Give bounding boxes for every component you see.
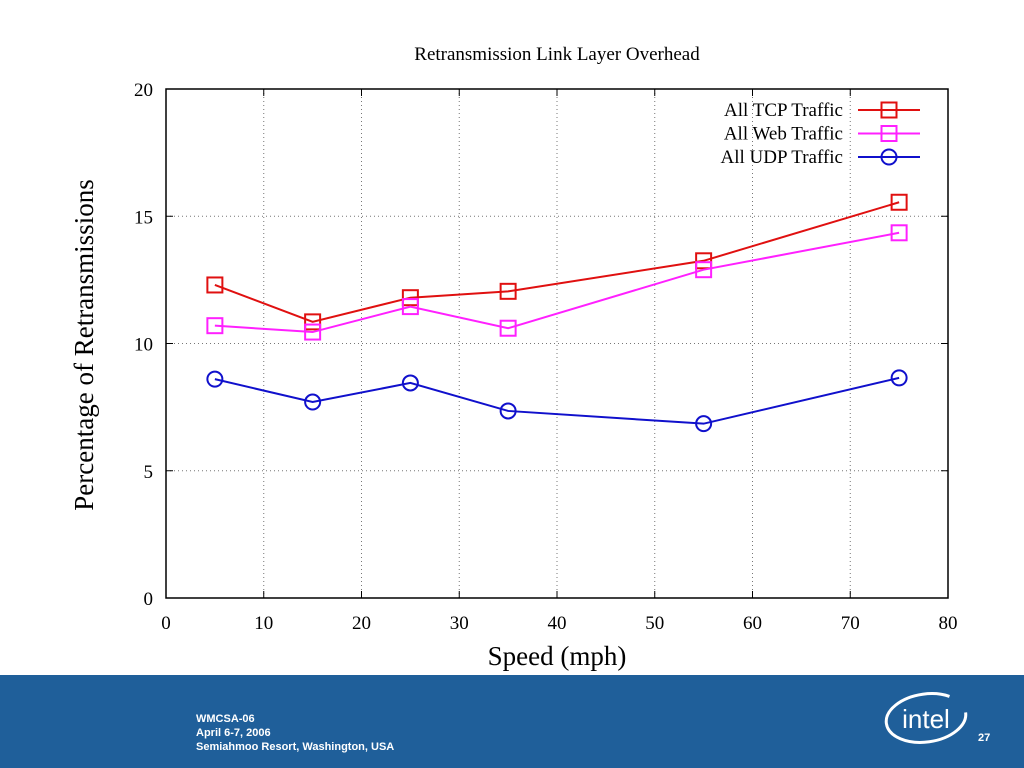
series-all-tcp-traffic [206, 193, 908, 331]
data-point [401, 374, 419, 392]
data-point [499, 282, 517, 300]
data-point [890, 369, 908, 387]
footer-bar [0, 675, 1024, 768]
x-tick-label: 80 [939, 613, 958, 634]
intel-logo: intel [884, 692, 968, 744]
data-point [304, 393, 322, 411]
data-point [401, 289, 419, 307]
page-number: 27 [978, 732, 991, 744]
x-tick-labels: 0 10 20 30 40 50 60 70 80 [161, 613, 957, 634]
data-point [499, 402, 517, 420]
data-point [695, 261, 713, 279]
data-point [695, 415, 713, 433]
axes [165, 88, 949, 599]
data-point [890, 224, 908, 242]
y-tick-label: 15 [134, 207, 153, 228]
data-point [890, 193, 908, 211]
x-axis-label: Speed (mph) [488, 641, 627, 671]
x-tick-label: 10 [254, 613, 273, 634]
x-tick-label: 0 [161, 613, 171, 634]
y-tick-labels: 0 5 10 15 20 [134, 80, 153, 610]
data-point [304, 313, 322, 331]
y-tick-label: 10 [134, 335, 153, 356]
chart-title: Retransmission Link Layer Overhead [414, 44, 700, 65]
data-point [499, 319, 517, 337]
series-line [214, 231, 900, 334]
data-point [695, 252, 713, 270]
data-point [880, 101, 898, 119]
footer-date: April 6-7, 2006 [196, 727, 271, 739]
series-group [206, 193, 908, 433]
legend-label: All Web Traffic [724, 124, 843, 145]
series-line [214, 201, 900, 323]
series-all-web-traffic [206, 224, 908, 341]
x-tick-label: 50 [645, 613, 664, 634]
plot-frame [165, 88, 949, 599]
grid [166, 89, 948, 598]
data-point [206, 317, 224, 335]
data-point [206, 276, 224, 294]
y-tick-label: 20 [134, 80, 153, 101]
data-point [304, 323, 322, 341]
series-all-udp-traffic [206, 369, 908, 433]
data-point [880, 125, 898, 142]
data-point [401, 298, 419, 316]
x-tick-label: 20 [352, 613, 371, 634]
footer-location: Semiahmoo Resort, Washington, USA [196, 741, 395, 753]
x-tick-label: 70 [841, 613, 860, 634]
y-tick-label: 5 [144, 462, 154, 483]
line-chart: Retransmission Link Layer Overhead 0 10 20… [69, 44, 958, 671]
series-line [214, 376, 900, 425]
legend-label: All TCP Traffic [724, 100, 843, 121]
x-tick-label: 30 [450, 613, 469, 634]
y-tick-label: 0 [144, 589, 154, 610]
legend-label: All UDP Traffic [721, 147, 843, 168]
data-point [206, 370, 224, 388]
data-point [880, 148, 898, 166]
footer-conference: WMCSA-06 [196, 713, 255, 725]
x-tick-label: 40 [548, 613, 567, 634]
y-axis-label: Percentage of Retransmissions [69, 179, 99, 510]
x-tick-label: 60 [743, 613, 762, 634]
intel-logo-text: intel [902, 704, 950, 734]
